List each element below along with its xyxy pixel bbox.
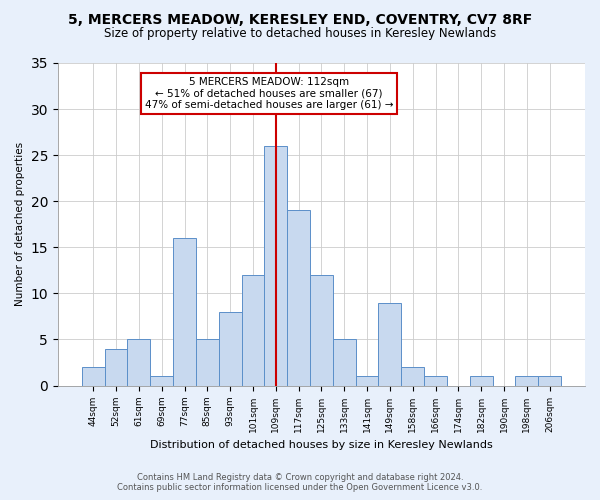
Bar xyxy=(196,340,219,386)
Text: Contains HM Land Registry data © Crown copyright and database right 2024.
Contai: Contains HM Land Registry data © Crown c… xyxy=(118,473,482,492)
X-axis label: Distribution of detached houses by size in Keresley Newlands: Distribution of detached houses by size … xyxy=(150,440,493,450)
Bar xyxy=(151,376,173,386)
Bar xyxy=(470,376,493,386)
Bar xyxy=(104,348,127,386)
Bar xyxy=(127,340,151,386)
Bar xyxy=(333,340,356,386)
Bar xyxy=(242,275,265,386)
Bar xyxy=(173,238,196,386)
Bar xyxy=(379,302,401,386)
Text: Size of property relative to detached houses in Keresley Newlands: Size of property relative to detached ho… xyxy=(104,28,496,40)
Bar xyxy=(538,376,561,386)
Bar xyxy=(82,367,104,386)
Bar xyxy=(219,312,242,386)
Bar xyxy=(310,275,333,386)
Bar xyxy=(515,376,538,386)
Bar xyxy=(424,376,447,386)
Text: 5, MERCERS MEADOW, KERESLEY END, COVENTRY, CV7 8RF: 5, MERCERS MEADOW, KERESLEY END, COVENTR… xyxy=(68,12,532,26)
Bar xyxy=(401,367,424,386)
Bar xyxy=(265,146,287,386)
Bar xyxy=(356,376,379,386)
Y-axis label: Number of detached properties: Number of detached properties xyxy=(15,142,25,306)
Text: 5 MERCERS MEADOW: 112sqm
← 51% of detached houses are smaller (67)
47% of semi-d: 5 MERCERS MEADOW: 112sqm ← 51% of detach… xyxy=(145,77,393,110)
Bar xyxy=(287,210,310,386)
